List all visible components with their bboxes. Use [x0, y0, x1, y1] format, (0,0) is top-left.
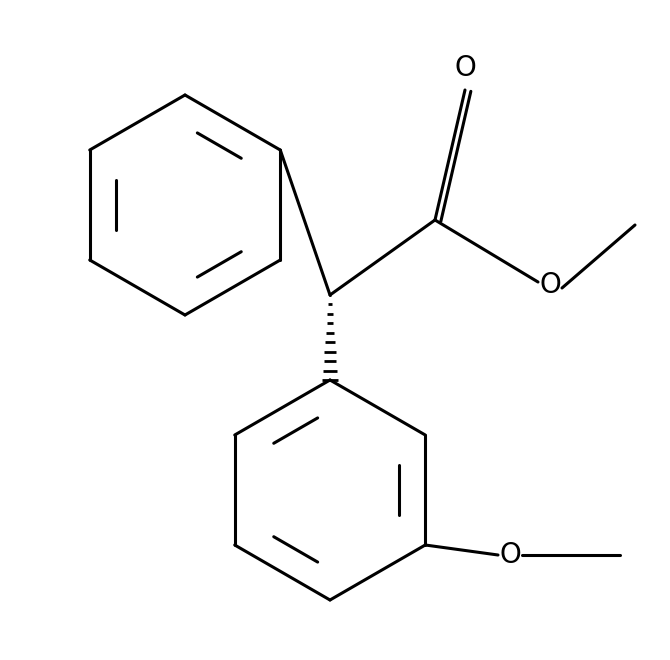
Text: O: O: [539, 271, 561, 299]
Text: O: O: [454, 54, 476, 82]
Text: O: O: [499, 541, 521, 569]
